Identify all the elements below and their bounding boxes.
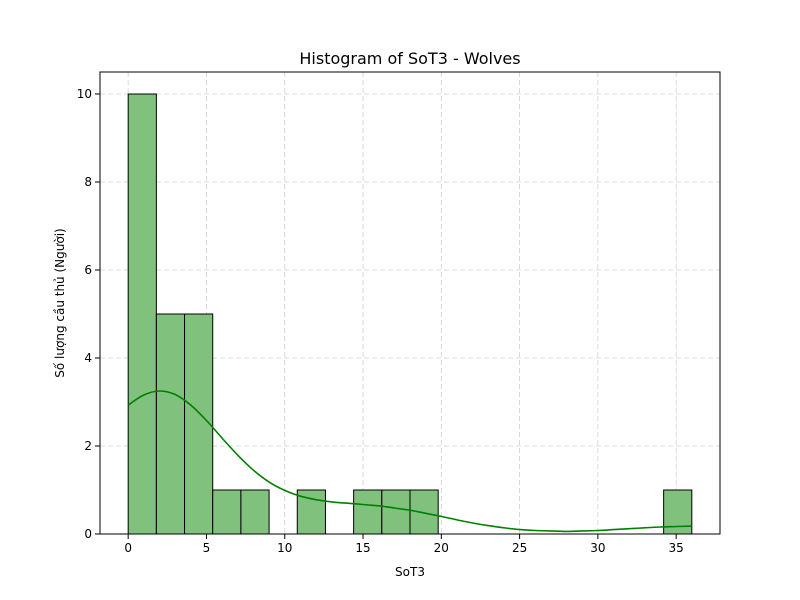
y-tick-label: 0 [84, 527, 92, 541]
histogram-bar [409, 489, 439, 535]
y-tick-label: 8 [84, 175, 92, 189]
chart-title: Histogram of SoT3 - Wolves [299, 49, 520, 68]
x-tick-label: 10 [277, 541, 292, 555]
histogram-bar [184, 313, 214, 535]
plot-area-frame [99, 71, 721, 535]
histogram-bar [155, 313, 186, 535]
x-tick-label: 35 [669, 541, 684, 555]
histogram-bar [212, 489, 242, 535]
x-tick-label: 15 [355, 541, 370, 555]
histogram-bar [353, 489, 383, 535]
x-tick-label: 25 [512, 541, 527, 555]
x-axis-label: SoT3 [395, 565, 425, 579]
y-axis-ticks: 0 2 4 6 8 10 [77, 87, 100, 541]
y-tick-label: 4 [84, 351, 92, 365]
histogram-bar [127, 93, 157, 535]
y-axis-label: Số lượng cầu thủ (Người) [53, 228, 67, 377]
histogram-bar [240, 489, 270, 535]
y-tick-label: 10 [77, 87, 92, 101]
y-tick-label: 2 [84, 439, 92, 453]
y-tick-label: 6 [84, 263, 92, 277]
histogram-bar [296, 489, 326, 535]
histogram-bar [381, 489, 411, 535]
histogram-bars [127, 93, 693, 535]
x-tick-label: 20 [434, 541, 449, 555]
x-axis-ticks: 0 5 10 15 20 25 30 35 [124, 534, 684, 555]
x-tick-label: 0 [124, 541, 132, 555]
x-tick-label: 5 [203, 541, 211, 555]
x-tick-label: 30 [590, 541, 605, 555]
kde-curve [127, 390, 692, 533]
